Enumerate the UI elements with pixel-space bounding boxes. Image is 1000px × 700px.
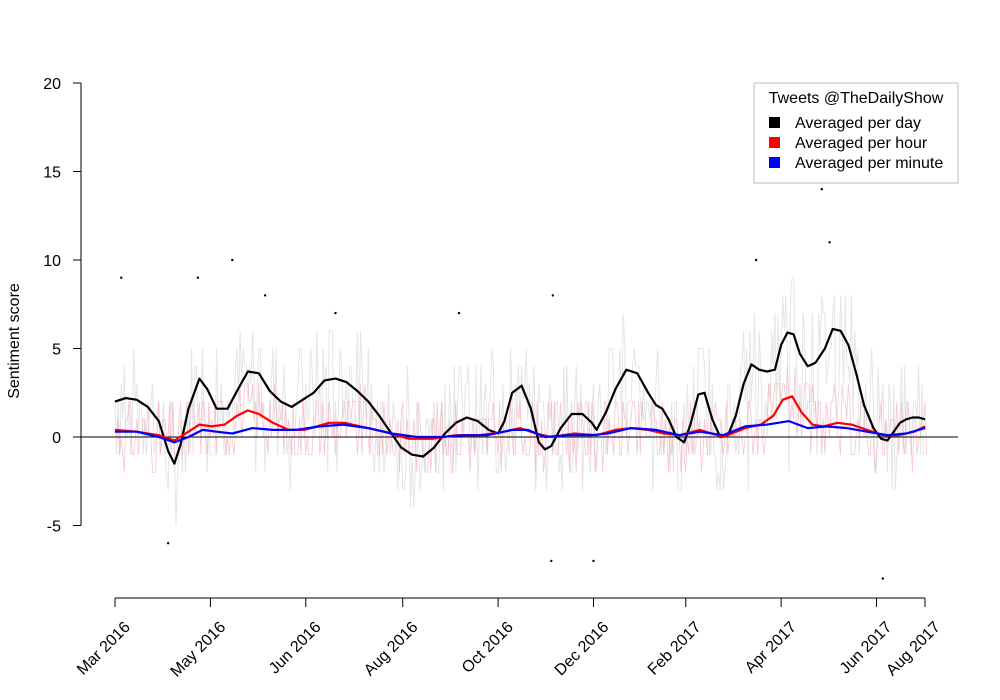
x-tick-label: Dec 2016 <box>552 619 613 680</box>
x-tick-label: Aug 2017 <box>883 619 944 680</box>
daily-point <box>334 311 337 315</box>
daily-point <box>166 542 170 545</box>
legend-title: Tweets @TheDailyShow <box>769 90 944 107</box>
legend-entry: Averaged per hour <box>795 135 928 152</box>
daily-point <box>263 294 267 297</box>
daily-point <box>457 311 461 315</box>
legend-entry: Averaged per day <box>795 115 921 132</box>
daily-point <box>551 294 555 297</box>
y-tick-label: 0 <box>52 430 61 447</box>
x-tick-label: Oct 2016 <box>459 619 517 677</box>
y-tick-label: 5 <box>52 342 61 359</box>
legend-swatch <box>769 117 780 128</box>
series-line-3 <box>115 420 926 444</box>
y-tick-label: 10 <box>43 253 61 270</box>
daily-point <box>754 258 758 262</box>
x-tick-label: Apr 2017 <box>742 619 800 677</box>
daily-point <box>231 258 234 262</box>
x-tick-label: Aug 2016 <box>361 619 422 680</box>
series-line-1 <box>114 327 926 465</box>
smoothed-series-lines <box>114 327 926 465</box>
daily-point <box>550 559 553 563</box>
x-tick-label: Jun 2016 <box>266 619 325 678</box>
daily-point <box>196 276 200 279</box>
daily-point <box>881 577 884 580</box>
x-tick-label: Mar 2016 <box>74 619 134 679</box>
daily-point <box>828 241 831 244</box>
x-tick-label: Feb 2017 <box>645 619 705 679</box>
daily-point <box>120 276 123 279</box>
y-tick-label: -5 <box>47 519 61 536</box>
legend-swatch <box>769 137 780 148</box>
x-tick-label: May 2016 <box>168 619 230 681</box>
y-axis-title: Sentiment score <box>6 283 23 399</box>
legend: Tweets @TheDailyShow Averaged per day Aver… <box>753 82 959 184</box>
y-tick-label: 15 <box>43 165 61 182</box>
legend-entry: Averaged per minute <box>795 155 943 172</box>
y-tick-label: 20 <box>43 76 61 93</box>
legend-swatch <box>769 157 780 168</box>
legend-box <box>753 82 959 184</box>
raw-data-noise <box>114 170 927 580</box>
daily-point <box>592 559 595 563</box>
daily-point <box>820 188 823 191</box>
